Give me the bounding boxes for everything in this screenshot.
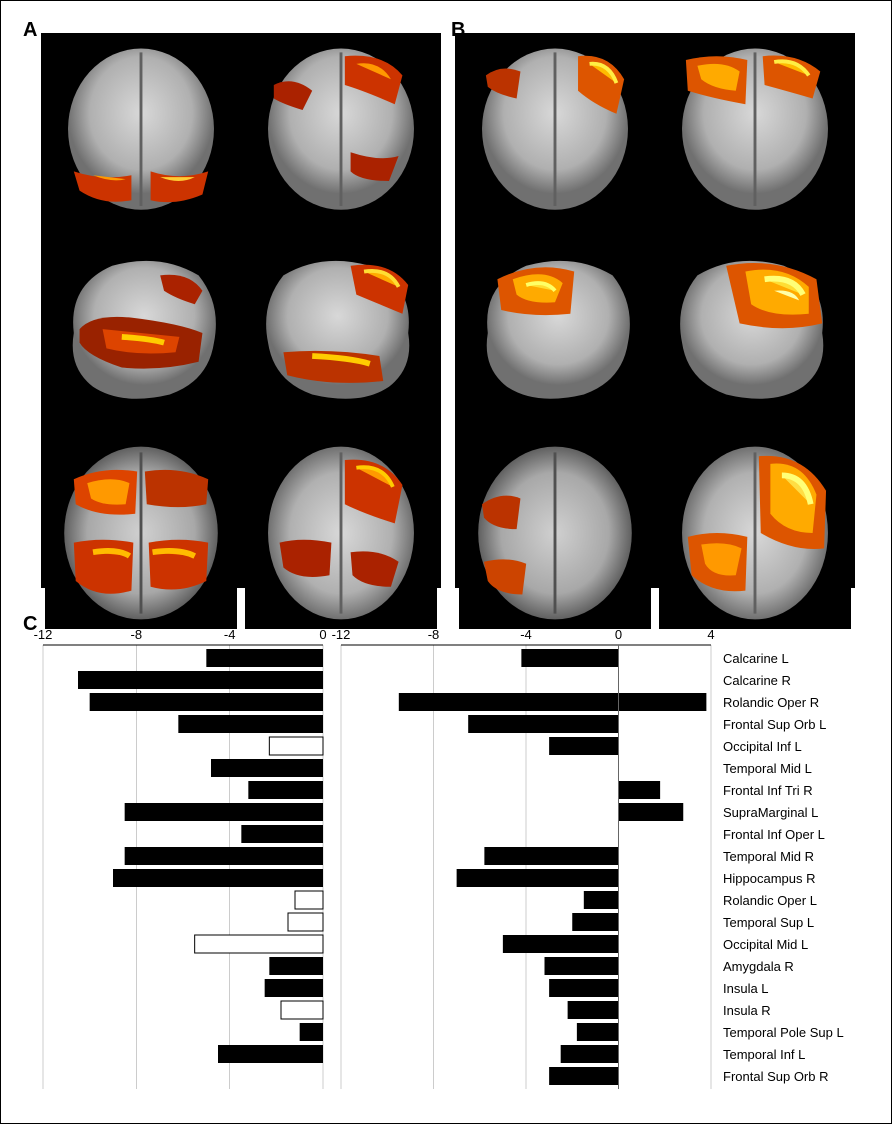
right-bar-pos	[619, 803, 684, 821]
left-bar	[125, 803, 323, 821]
left-bar	[125, 847, 323, 865]
right-bar	[549, 979, 618, 997]
region-label: Frontal Sup Orb R	[723, 1069, 829, 1084]
region-label: Temporal Mid L	[723, 761, 812, 776]
right-bar	[584, 891, 619, 909]
left-bar	[269, 737, 323, 755]
left-bar	[248, 781, 323, 799]
right-bar	[549, 737, 618, 755]
left-bar	[113, 869, 323, 887]
left-tick-label: -8	[131, 627, 143, 642]
region-label: Amygdala R	[723, 959, 794, 974]
left-bar	[265, 979, 323, 997]
region-label: Temporal Mid R	[723, 849, 814, 864]
right-bar	[545, 957, 619, 975]
brain-panel-b	[455, 33, 855, 588]
right-tick-label: -12	[332, 627, 351, 642]
region-label: Insula L	[723, 981, 769, 996]
left-tick-label: 0	[319, 627, 326, 642]
right-tick-label: 0	[615, 627, 622, 642]
left-bar	[211, 759, 323, 777]
right-bar	[468, 715, 618, 733]
brain-a-dorsal	[245, 437, 437, 629]
brain-a-lateral-right	[245, 237, 437, 429]
right-tick-label: -8	[428, 627, 440, 642]
right-bar-pos	[619, 781, 661, 799]
brain-a-posterior	[245, 37, 437, 229]
right-bar	[457, 869, 619, 887]
brain-b-frontal	[459, 37, 651, 229]
region-label: Temporal Sup L	[723, 915, 814, 930]
brain-panel-a	[41, 33, 441, 588]
left-bar	[78, 671, 323, 689]
region-label: Rolandic Oper R	[723, 695, 819, 710]
region-label: Rolandic Oper L	[723, 893, 817, 908]
region-label: Occipital Inf L	[723, 739, 802, 754]
left-tick-label: -4	[224, 627, 236, 642]
right-bar	[577, 1023, 619, 1041]
right-tick-label: -4	[520, 627, 532, 642]
region-label: Calcarine L	[723, 651, 789, 666]
panel-c-charts: -12 -8 -4 0 -12 -8 -4 0 4 Calcarine L Calcarine R R…	[31, 621, 863, 1101]
region-label: Occipital Mid L	[723, 937, 808, 952]
left-tick-label: -12	[34, 627, 53, 642]
right-bar	[572, 913, 618, 931]
region-label: Temporal Pole Sup L	[723, 1025, 844, 1040]
right-bar	[503, 935, 619, 953]
panel-a-label: A	[23, 19, 37, 42]
left-bar	[300, 1023, 323, 1041]
brain-a-lateral-left	[45, 237, 237, 429]
left-bar	[281, 1001, 323, 1019]
brain-a-frontal	[45, 37, 237, 229]
brain-b-lateral-left	[459, 237, 651, 429]
right-bar-pos	[619, 693, 707, 711]
brain-b-lateral-right	[659, 237, 851, 429]
region-label: Frontal Inf Tri R	[723, 783, 813, 798]
left-bar	[178, 715, 323, 733]
left-bar	[269, 957, 323, 975]
right-bar	[549, 1067, 618, 1085]
region-label: SupraMarginal L	[723, 805, 818, 820]
left-bar	[90, 693, 323, 711]
region-label: Insula R	[723, 1003, 771, 1018]
brain-b-posterior	[659, 37, 851, 229]
region-label: Frontal Sup Orb L	[723, 717, 826, 732]
left-bar	[295, 891, 323, 909]
right-bar	[521, 649, 618, 667]
left-bar	[195, 935, 323, 953]
right-bar	[561, 1045, 619, 1063]
region-label: Temporal Inf L	[723, 1047, 805, 1062]
left-bar	[218, 1045, 323, 1063]
region-label: Hippocampus R	[723, 871, 816, 886]
brain-b-ventral	[459, 437, 651, 629]
right-tick-label: 4	[707, 627, 714, 642]
right-bar-neg	[399, 693, 619, 711]
region-label: Calcarine R	[723, 673, 791, 688]
right-bar	[568, 1001, 619, 1019]
region-label: Frontal Inf Oper L	[723, 827, 825, 842]
left-bar	[288, 913, 323, 931]
brain-b-dorsal	[659, 437, 851, 629]
left-bar	[206, 649, 323, 667]
left-bar	[241, 825, 323, 843]
brain-a-ventral	[45, 437, 237, 629]
right-bar	[484, 847, 618, 865]
